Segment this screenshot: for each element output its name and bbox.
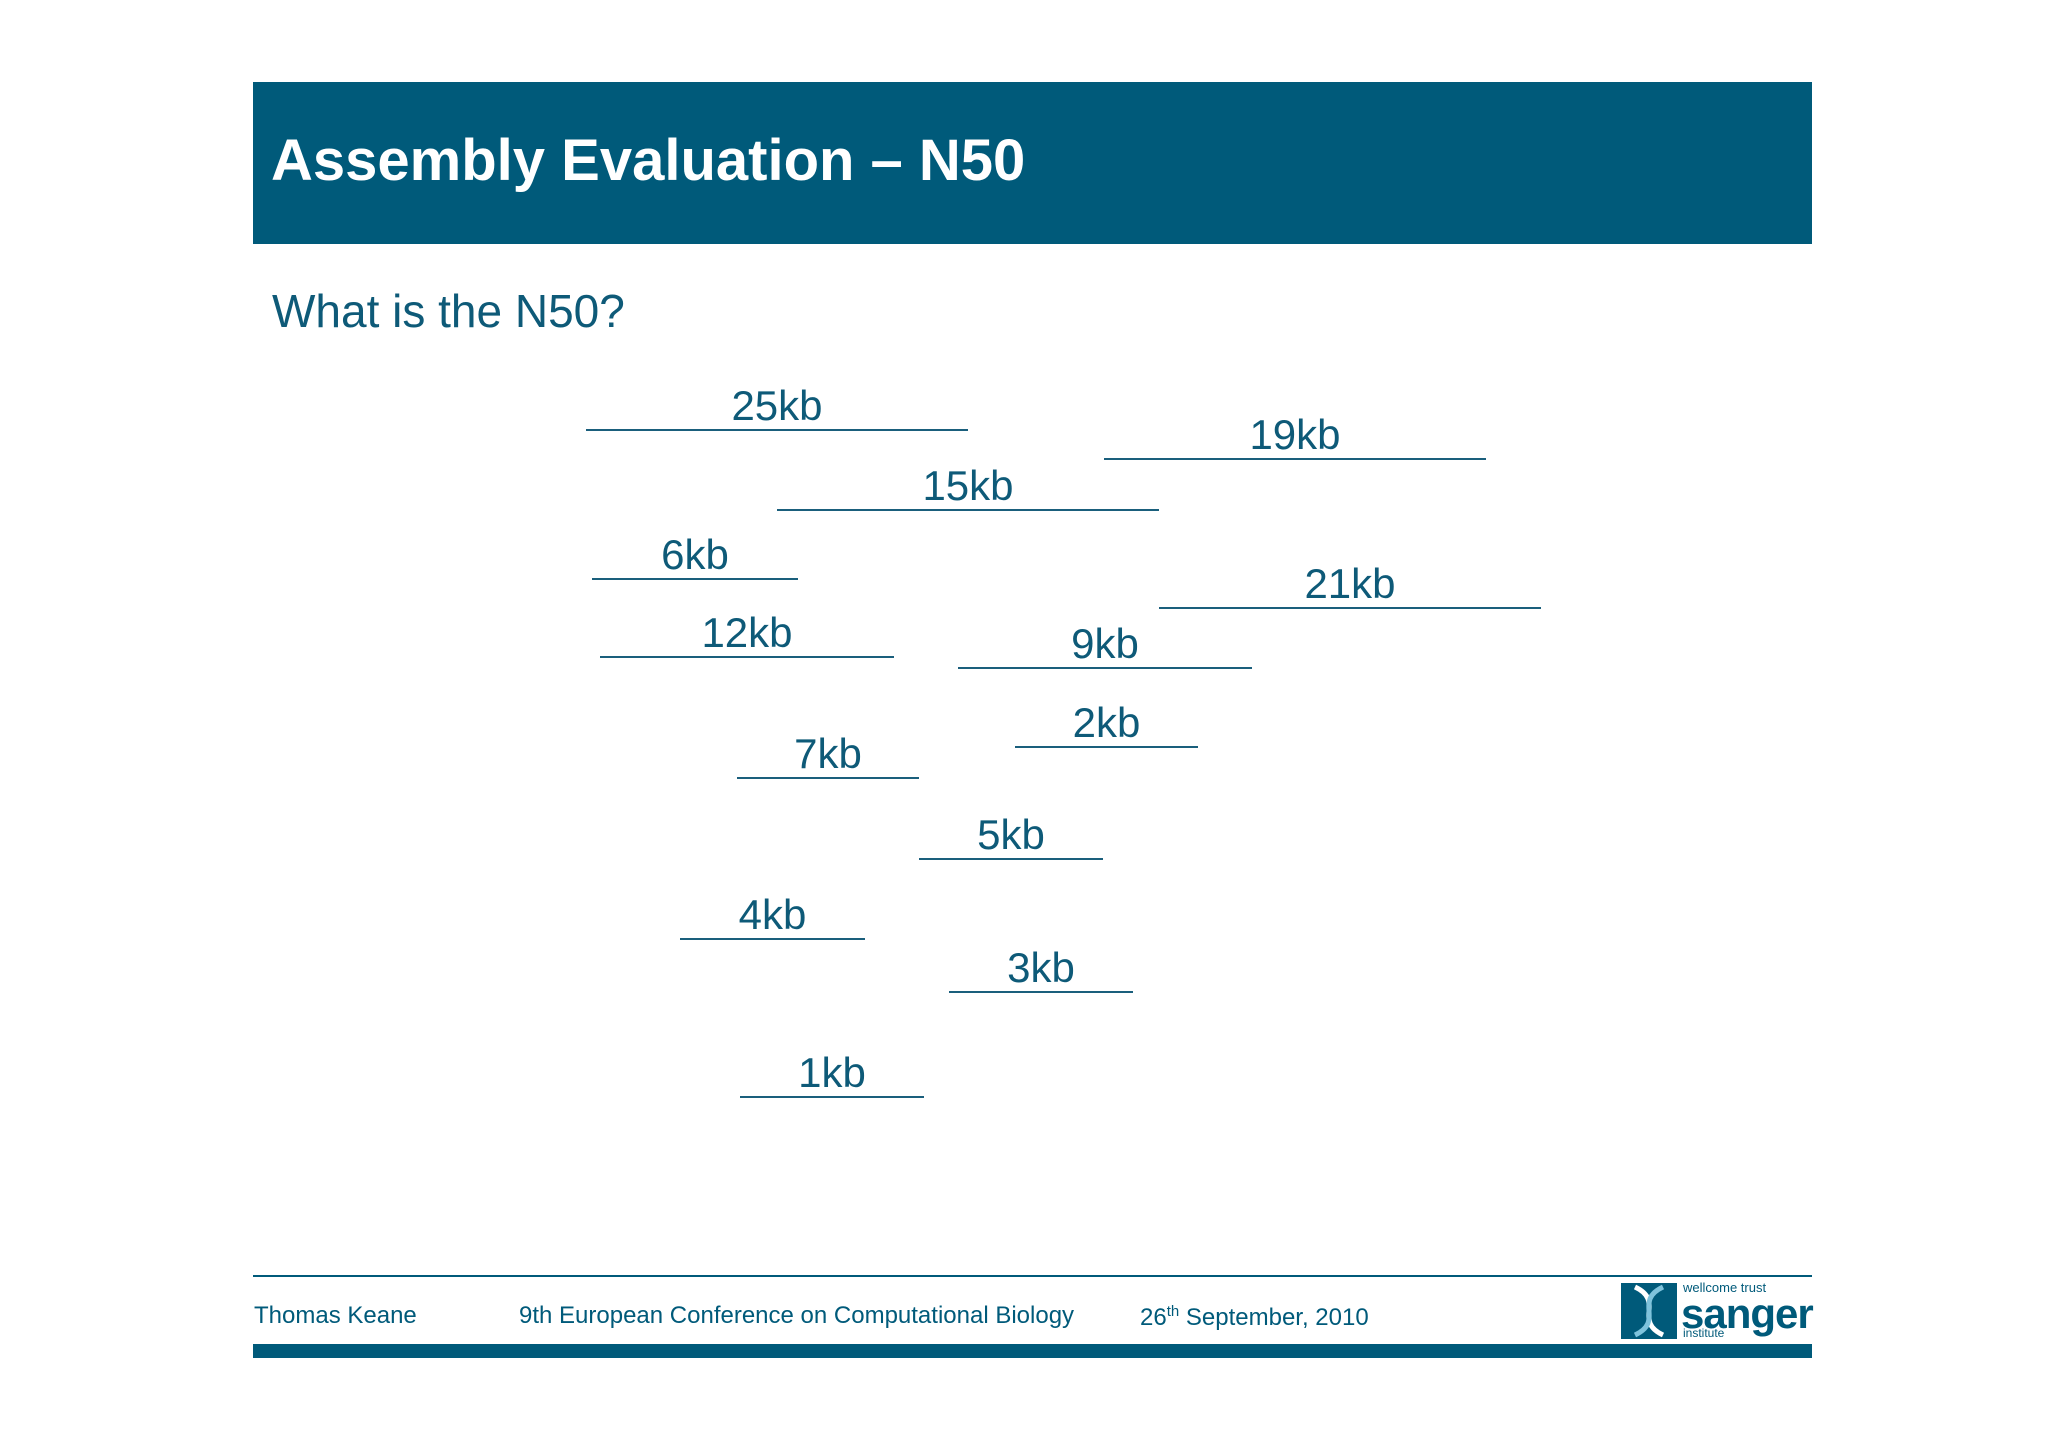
contig-12kb: 12kb bbox=[600, 612, 894, 658]
question-text: What is the N50? bbox=[272, 285, 625, 337]
contig-15kb: 15kb bbox=[777, 465, 1159, 511]
contig-9kb: 9kb bbox=[958, 623, 1252, 669]
footer-divider bbox=[253, 1275, 1812, 1277]
footer-date: 26th September, 2010 bbox=[1140, 1304, 1369, 1330]
date-rest: September, 2010 bbox=[1179, 1304, 1369, 1331]
sanger-logo: wellcome trust sanger institute bbox=[1621, 1279, 1816, 1341]
contig-21kb: 21kb bbox=[1159, 563, 1541, 609]
contig-25kb: 25kb bbox=[586, 385, 968, 431]
contig-1kb: 1kb bbox=[740, 1052, 924, 1098]
contig-19kb: 19kb bbox=[1104, 414, 1486, 460]
contig-label: 1kb bbox=[798, 1049, 866, 1096]
footer-bar bbox=[253, 1344, 1812, 1358]
contig-7kb: 7kb bbox=[737, 733, 919, 779]
contig-3kb: 3kb bbox=[949, 947, 1133, 993]
contig-label: 4kb bbox=[738, 891, 807, 938]
slide-title: Assembly Evaluation – N50 bbox=[271, 128, 1026, 193]
contig-label: 9kb bbox=[1071, 620, 1139, 667]
dna-helix-icon bbox=[1621, 1283, 1677, 1339]
contig-label: 19kb bbox=[1249, 411, 1341, 458]
contig-2kb: 2kb bbox=[1015, 702, 1198, 748]
contig-label: 2kb bbox=[1072, 699, 1141, 746]
contig-label: 12kb bbox=[701, 609, 793, 656]
contig-label: 5kb bbox=[977, 811, 1045, 858]
logo-wellcome: wellcome trust bbox=[1683, 1280, 1767, 1295]
logo-institute: institute bbox=[1683, 1326, 1725, 1340]
title-bar: Assembly Evaluation – N50 bbox=[253, 82, 1812, 244]
contig-5kb: 5kb bbox=[919, 814, 1103, 860]
date-suffix: th bbox=[1166, 1303, 1180, 1320]
footer-conference: 9th European Conference on Computational… bbox=[519, 1302, 1075, 1329]
contig-label: 3kb bbox=[1007, 944, 1075, 991]
logo-sanger: sanger bbox=[1681, 1290, 1814, 1337]
contig-label: 6kb bbox=[661, 531, 729, 578]
contig-6kb: 6kb bbox=[592, 534, 798, 580]
contig-label: 7kb bbox=[794, 730, 862, 777]
contig-label: 25kb bbox=[731, 382, 823, 429]
footer-author: Thomas Keane bbox=[254, 1302, 417, 1329]
contig-label: 15kb bbox=[922, 462, 1014, 509]
contig-label: 21kb bbox=[1304, 560, 1396, 607]
date-day: 26 bbox=[1140, 1304, 1167, 1331]
contig-4kb: 4kb bbox=[680, 894, 865, 940]
